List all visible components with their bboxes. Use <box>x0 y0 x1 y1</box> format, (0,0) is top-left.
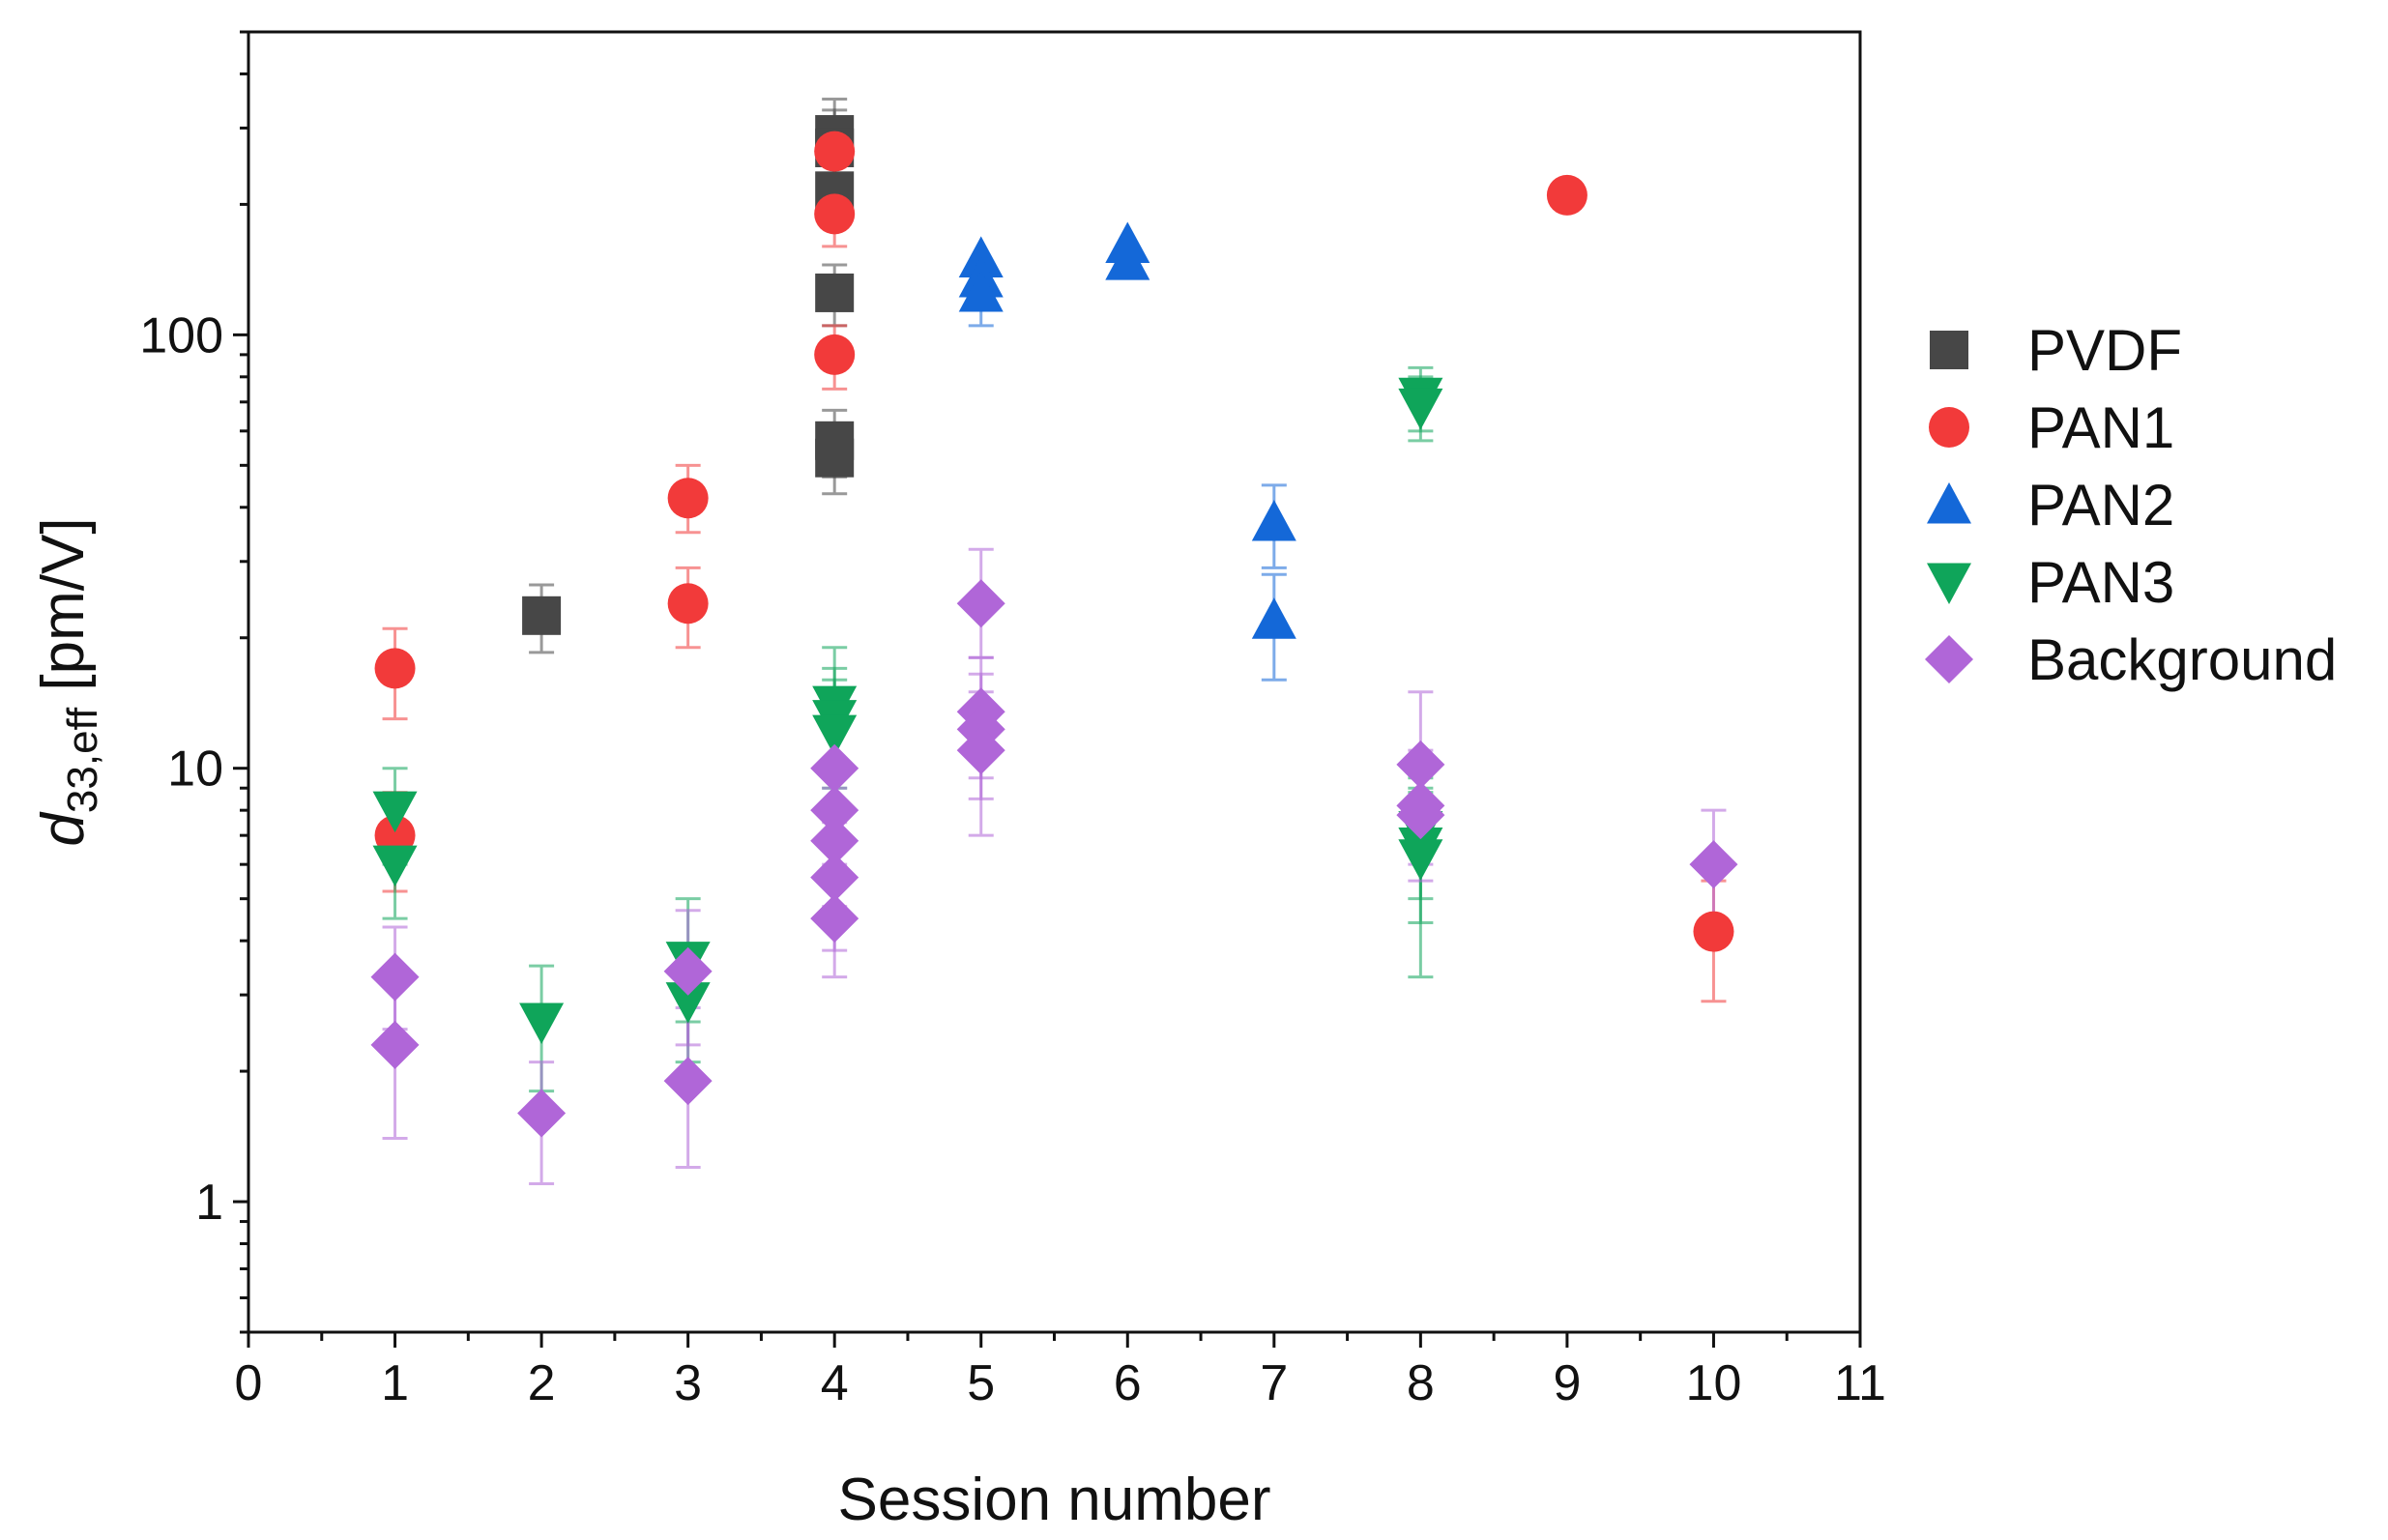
legend-item-pan2: PAN2 <box>1927 473 2174 538</box>
legend: PVDF PAN1 PAN2 PAN3 Background <box>1925 318 2337 692</box>
pan3-point <box>812 714 858 757</box>
pvdf-point <box>815 438 855 478</box>
legend-item-pan1: PAN1 <box>1929 395 2174 460</box>
x-tick-label: 2 <box>528 1355 556 1411</box>
background-point <box>663 1057 713 1106</box>
x-tick-label: 9 <box>1553 1355 1581 1411</box>
background-point <box>370 1020 420 1069</box>
background-point <box>810 816 859 865</box>
background-point <box>1396 791 1445 840</box>
data-markers <box>370 115 1738 1138</box>
legend-pvdf-label: PVDF <box>2027 318 2182 383</box>
pan1-point <box>1693 911 1734 952</box>
pan3-point <box>1398 388 1443 430</box>
x-tick-label: 5 <box>967 1355 995 1411</box>
x-tick-label: 0 <box>235 1355 263 1411</box>
y-axis-title-main: d <box>30 811 97 847</box>
x-tick-label: 8 <box>1407 1355 1435 1411</box>
legend-pan3-marker <box>1927 563 1971 604</box>
background-point <box>663 946 713 996</box>
y-axis-title-unit: [pm/V] <box>30 517 97 707</box>
x-tick-label: 10 <box>1686 1355 1742 1411</box>
x-tick-label: 1 <box>381 1355 409 1411</box>
legend-pan3-label: PAN3 <box>2027 550 2174 615</box>
pan3-point <box>665 982 711 1024</box>
pan3-point <box>372 791 418 833</box>
pan2-point <box>958 270 1004 312</box>
axis-labels: Session number d33,eff [pm/V] <box>30 517 1271 1533</box>
plot-frame <box>247 30 1862 1334</box>
background-point <box>517 1089 567 1138</box>
pan1-point <box>667 583 709 625</box>
legend-pvdf-marker <box>1930 331 1968 369</box>
y-axis-title-subscript: 33,eff <box>59 707 106 813</box>
legend-pan2-label: PAN2 <box>2027 473 2174 538</box>
pan3-point <box>372 845 418 887</box>
x-tick-label: 3 <box>674 1355 702 1411</box>
pvdf-point <box>522 596 562 635</box>
legend-background-marker <box>1925 635 1973 683</box>
x-tick-label: 11 <box>1834 1355 1886 1411</box>
legend-item-pvdf: PVDF <box>1930 318 2182 383</box>
pan3-point <box>1398 839 1443 881</box>
background-point <box>810 894 859 944</box>
legend-pan1-label: PAN1 <box>2027 395 2174 460</box>
background-point <box>810 743 859 793</box>
pan2-point <box>1251 597 1296 639</box>
pan3-point <box>519 1002 565 1044</box>
pan1-point <box>1546 174 1587 216</box>
y-tick-label: 100 <box>139 307 223 363</box>
legend-background-label: Background <box>2027 627 2337 692</box>
pan1-point <box>814 334 856 375</box>
x-tick-label: 7 <box>1260 1355 1288 1411</box>
x-axis-title: Session number <box>837 1467 1270 1533</box>
pan1-point <box>667 478 709 519</box>
y-tick-label: 1 <box>195 1175 223 1231</box>
legend-item-background: Background <box>1925 627 2337 692</box>
error-bars <box>382 97 1727 1185</box>
pvdf-point <box>815 273 855 312</box>
plot-border <box>247 30 1862 1334</box>
background-point <box>1689 840 1738 889</box>
background-point <box>956 579 1005 628</box>
background-point <box>810 786 859 835</box>
x-tick-label: 4 <box>821 1355 849 1411</box>
legend-item-pan3: PAN3 <box>1927 550 2174 615</box>
background-point <box>810 853 859 902</box>
x-tick-label: 6 <box>1114 1355 1142 1411</box>
x-axis-ticks: 0 1 2 3 4 5 6 7 8 9 10 11 <box>235 1332 1886 1411</box>
pan2-point <box>1105 239 1150 280</box>
pan1-point <box>814 193 856 235</box>
background-point <box>956 726 1005 775</box>
pan2-point <box>1251 499 1296 541</box>
background-point <box>1396 740 1445 789</box>
background-point <box>370 952 420 1002</box>
pan1-point <box>814 131 856 172</box>
y-axis-ticks: 1 10 100 <box>139 30 248 1334</box>
pan1-point <box>374 648 416 689</box>
y-axis-title: d33,eff [pm/V] <box>30 517 106 846</box>
y-tick-label: 10 <box>167 741 223 798</box>
legend-pan2-marker <box>1927 482 1971 524</box>
legend-pan1-marker <box>1929 407 1969 448</box>
